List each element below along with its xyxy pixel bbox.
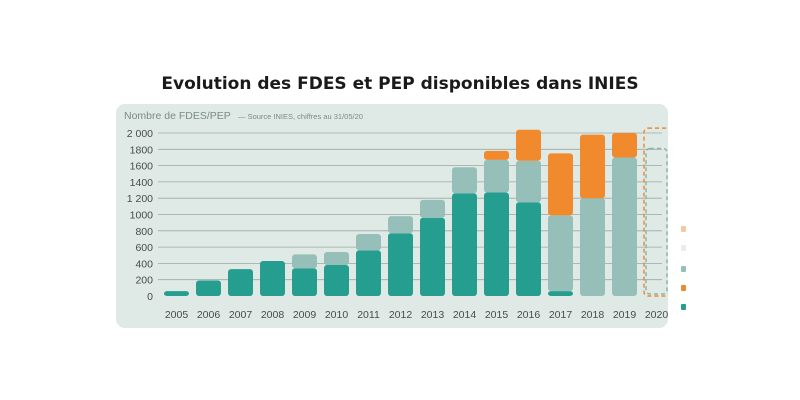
bar-light-2013 xyxy=(420,199,445,218)
bar-teal-2009 xyxy=(292,268,317,296)
bar-teal-2015 xyxy=(484,192,509,296)
x-tick-label: 2018 xyxy=(581,309,605,321)
y-tick-label: 0 xyxy=(147,291,153,303)
bar-light-2014 xyxy=(452,167,477,194)
x-tick-label: 2011 xyxy=(357,309,380,321)
bar-orange-2016 xyxy=(516,129,541,161)
y-tick-label: 200 xyxy=(135,275,153,287)
bar-light-2018 xyxy=(580,198,605,296)
x-tick-label: 2010 xyxy=(325,309,349,321)
bar-light-2009 xyxy=(292,254,317,269)
bar-teal-2007 xyxy=(228,269,253,296)
y-tick-label: 600 xyxy=(135,242,153,254)
x-tick-label: 2012 xyxy=(389,309,413,321)
legend-marker-1 xyxy=(681,226,686,232)
chart-svg: Nombre de FDES/PEP — Source INIES, chiff… xyxy=(124,110,668,321)
y-tick-label: 1400 xyxy=(130,177,154,189)
bar-teal-2011 xyxy=(356,250,381,296)
y-tick-label: 1 200 xyxy=(127,193,153,205)
bar-teal-2017 xyxy=(548,291,573,296)
source-note: — Source INIES, chiffres au 31/05/20 xyxy=(238,112,363,121)
bar-teal-2012 xyxy=(388,233,413,296)
chart-panel: Nombre de FDES/PEP — Source INIES, chiff… xyxy=(116,104,668,328)
x-tick-label: 2007 xyxy=(229,309,253,321)
bar-orange-2015 xyxy=(484,150,509,160)
x-tick-label: 2005 xyxy=(165,309,189,321)
x-tick-label: 2017 xyxy=(549,309,573,321)
y-tick-label: 800 xyxy=(135,226,153,238)
bar-light-2017 xyxy=(548,215,573,292)
legend-marker-2 xyxy=(681,245,686,251)
legend-marker-orange xyxy=(681,285,686,291)
bar-orange-2018 xyxy=(580,134,605,199)
bar-light-2016 xyxy=(516,160,541,203)
bar-light-2019 xyxy=(612,157,637,296)
y-tick-label: 1600 xyxy=(130,161,154,173)
bar-orange-2017 xyxy=(548,153,573,216)
x-tick-label: 2019 xyxy=(613,309,637,321)
bar-2020-projection-orange xyxy=(643,127,668,297)
y-tick-label: 1800 xyxy=(130,144,154,156)
bar-teal-2005 xyxy=(164,291,189,296)
x-tick-label: 2013 xyxy=(421,309,445,321)
bar-orange-2019 xyxy=(612,133,637,158)
bar-teal-2013 xyxy=(420,217,445,296)
legend-marker-teal xyxy=(681,304,686,310)
bar-teal-2014 xyxy=(452,193,477,296)
x-tick-label: 2009 xyxy=(293,309,317,321)
y-tick-label: 400 xyxy=(135,258,153,270)
bar-teal-2006 xyxy=(196,280,221,296)
x-tick-label: 2015 xyxy=(485,309,509,321)
bar-teal-2008 xyxy=(260,260,285,296)
x-tick-label: 2008 xyxy=(261,309,285,321)
y-tick-label: 2 000 xyxy=(127,128,153,140)
y-tick-label: 1000 xyxy=(130,210,154,222)
bar-light-2012 xyxy=(388,216,413,234)
x-tick-label: 2014 xyxy=(453,309,477,321)
x-tick-label: 2020 xyxy=(645,309,668,321)
legend-marker-light xyxy=(681,266,686,272)
x-tick-label: 2006 xyxy=(197,309,221,321)
bar-2020-projection-teal xyxy=(645,147,668,295)
y-axis-label: Nombre de FDES/PEP xyxy=(124,110,231,122)
chart-title: Evolution des FDES et PEP disponibles da… xyxy=(161,74,639,94)
bar-teal-2016 xyxy=(516,202,541,296)
bar-light-2015 xyxy=(484,159,509,193)
x-tick-label: 2016 xyxy=(517,309,541,321)
bar-teal-2010 xyxy=(324,265,349,296)
bar-light-2011 xyxy=(356,234,381,251)
bar-light-2010 xyxy=(324,251,349,266)
